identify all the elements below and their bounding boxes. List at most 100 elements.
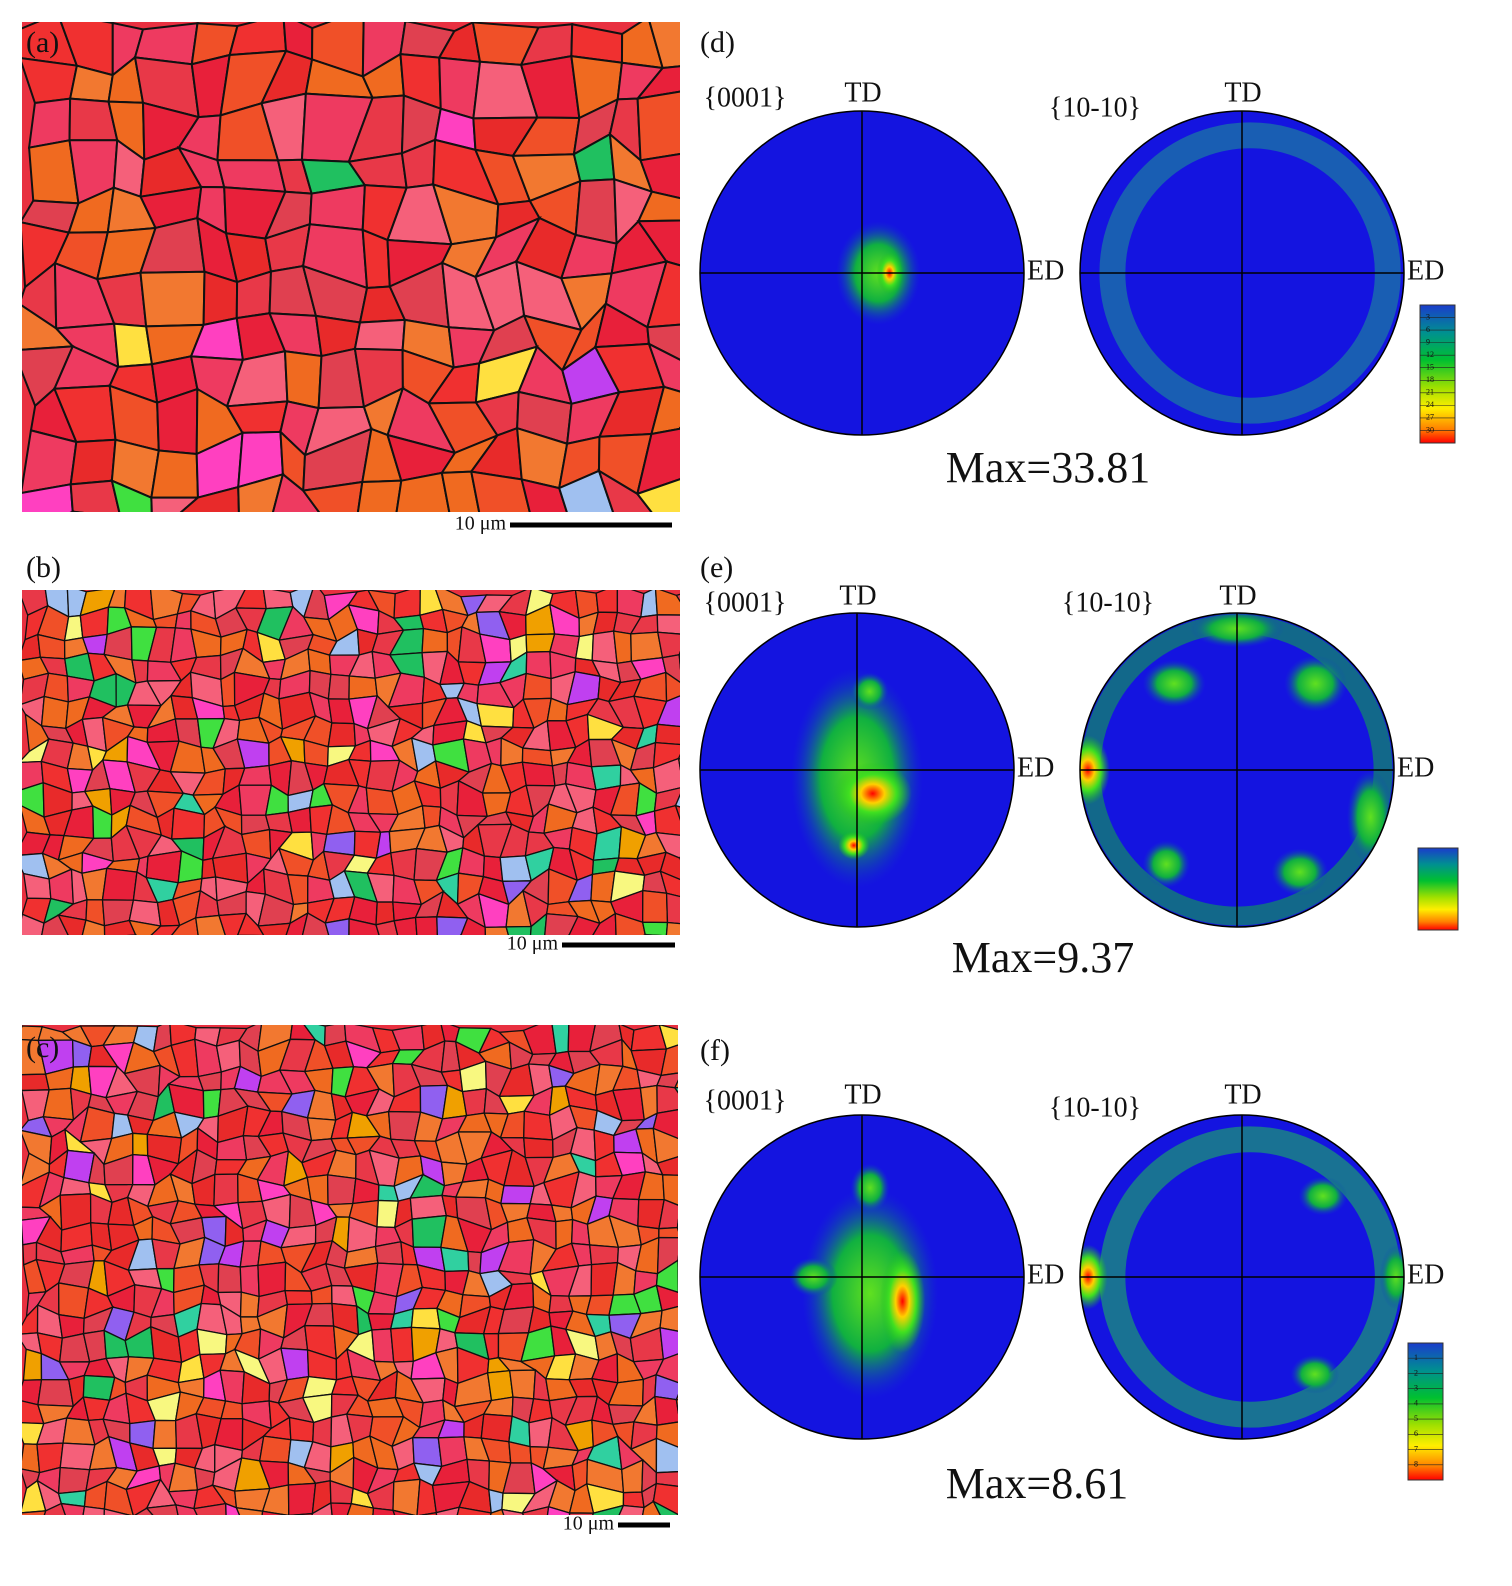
pole-outline: [1079, 1114, 1405, 1440]
grain: [550, 1204, 574, 1223]
grain: [286, 937, 316, 970]
ed-label: ED: [1017, 752, 1054, 783]
grain: [665, 892, 680, 925]
grain: [225, 1502, 241, 1515]
grain: [588, 944, 618, 971]
grain: [286, 1530, 311, 1560]
grain: [372, 1530, 402, 1560]
grain: [443, 531, 484, 564]
grain: [22, 1348, 43, 1381]
grain: [677, 1258, 678, 1294]
colorbar-tick-label: 30: [1426, 425, 1434, 434]
ebsd-map: [22, 22, 746, 578]
ed-label: ED: [1407, 255, 1444, 286]
grain: [641, 921, 669, 935]
grain: [652, 1482, 678, 1515]
grain: [393, 531, 453, 575]
grain: [651, 1499, 678, 1515]
grain: [665, 934, 667, 935]
grain: [661, 1174, 678, 1206]
grain: [557, 469, 615, 512]
grain: [200, 942, 228, 966]
grain: [175, 1504, 198, 1515]
colorbar: [1419, 304, 1456, 444]
grain: [69, 438, 117, 486]
grain: [22, 429, 78, 494]
intensity-spot: [850, 1163, 890, 1213]
grain: [261, 1484, 290, 1515]
grain: [37, 941, 71, 963]
grain: [104, 1525, 139, 1548]
grain: [57, 914, 87, 935]
grain: [103, 919, 137, 935]
grain: [655, 1259, 678, 1294]
plane-label: {0001}: [704, 82, 787, 113]
plane-label: {0001}: [704, 587, 787, 618]
grain: [589, 1244, 620, 1266]
grain: [679, 856, 680, 859]
grain: [505, 925, 532, 935]
grain: [134, 1507, 154, 1515]
colorbar-tick-label: 2: [1414, 1368, 1418, 1377]
grain: [656, 1084, 678, 1115]
td-label: TD: [839, 580, 876, 611]
grain: [176, 516, 239, 578]
panel-label: (b): [26, 551, 61, 584]
grain: [217, 1263, 242, 1294]
colorbar-tick-label: 18: [1426, 375, 1434, 384]
td-label: TD: [844, 77, 881, 108]
grain: [101, 867, 138, 901]
intensity-spot: [1271, 848, 1329, 896]
grain: [635, 427, 680, 496]
grain: [375, 920, 399, 935]
grain: [655, 1421, 678, 1448]
grain: [414, 916, 439, 935]
grain: [660, 1044, 678, 1077]
grain: [22, 1073, 50, 1092]
grain: [684, 897, 709, 924]
grain: [656, 631, 680, 659]
grain: [678, 426, 680, 430]
grain: [435, 1506, 461, 1515]
grain: [213, 1173, 239, 1207]
grain: [139, 516, 192, 577]
grain: [174, 609, 192, 630]
grain: [705, 471, 746, 531]
colorbar-tick-label: 1: [1414, 1353, 1418, 1362]
grain: [659, 1305, 678, 1332]
grain: [309, 1530, 334, 1554]
grain: [497, 1306, 535, 1335]
colorbar-tick-label: 27: [1426, 413, 1434, 422]
grain: [574, 178, 618, 245]
colorbar-tick-label: 6: [1414, 1429, 1418, 1438]
grain: [610, 1532, 640, 1557]
grain: [308, 183, 366, 232]
grain: [680, 1129, 700, 1155]
grain: [544, 913, 579, 935]
grain: [326, 1174, 357, 1206]
grain: [683, 1351, 710, 1384]
grain: [418, 946, 441, 969]
grain: [237, 1524, 261, 1552]
grain: [655, 1284, 678, 1312]
grain: [236, 533, 285, 578]
colorbar-tick-label: 15: [1426, 363, 1434, 372]
grain: [595, 590, 619, 614]
grain: [654, 590, 680, 616]
ed-label: ED: [1027, 255, 1064, 286]
grain: [686, 1029, 700, 1046]
grain: [682, 1449, 712, 1471]
grain: [479, 633, 512, 664]
grain: [523, 1110, 554, 1141]
grain: [324, 918, 350, 935]
grain: [674, 804, 680, 821]
grain: [456, 1506, 493, 1515]
grain: [42, 1087, 75, 1121]
pole-figure: [1080, 111, 1404, 435]
grain: [128, 919, 163, 935]
grain: [139, 270, 206, 328]
grain: [529, 912, 548, 935]
max-label: Max=8.61: [946, 1459, 1128, 1508]
grain: [680, 1515, 711, 1533]
grain: [260, 1526, 286, 1560]
